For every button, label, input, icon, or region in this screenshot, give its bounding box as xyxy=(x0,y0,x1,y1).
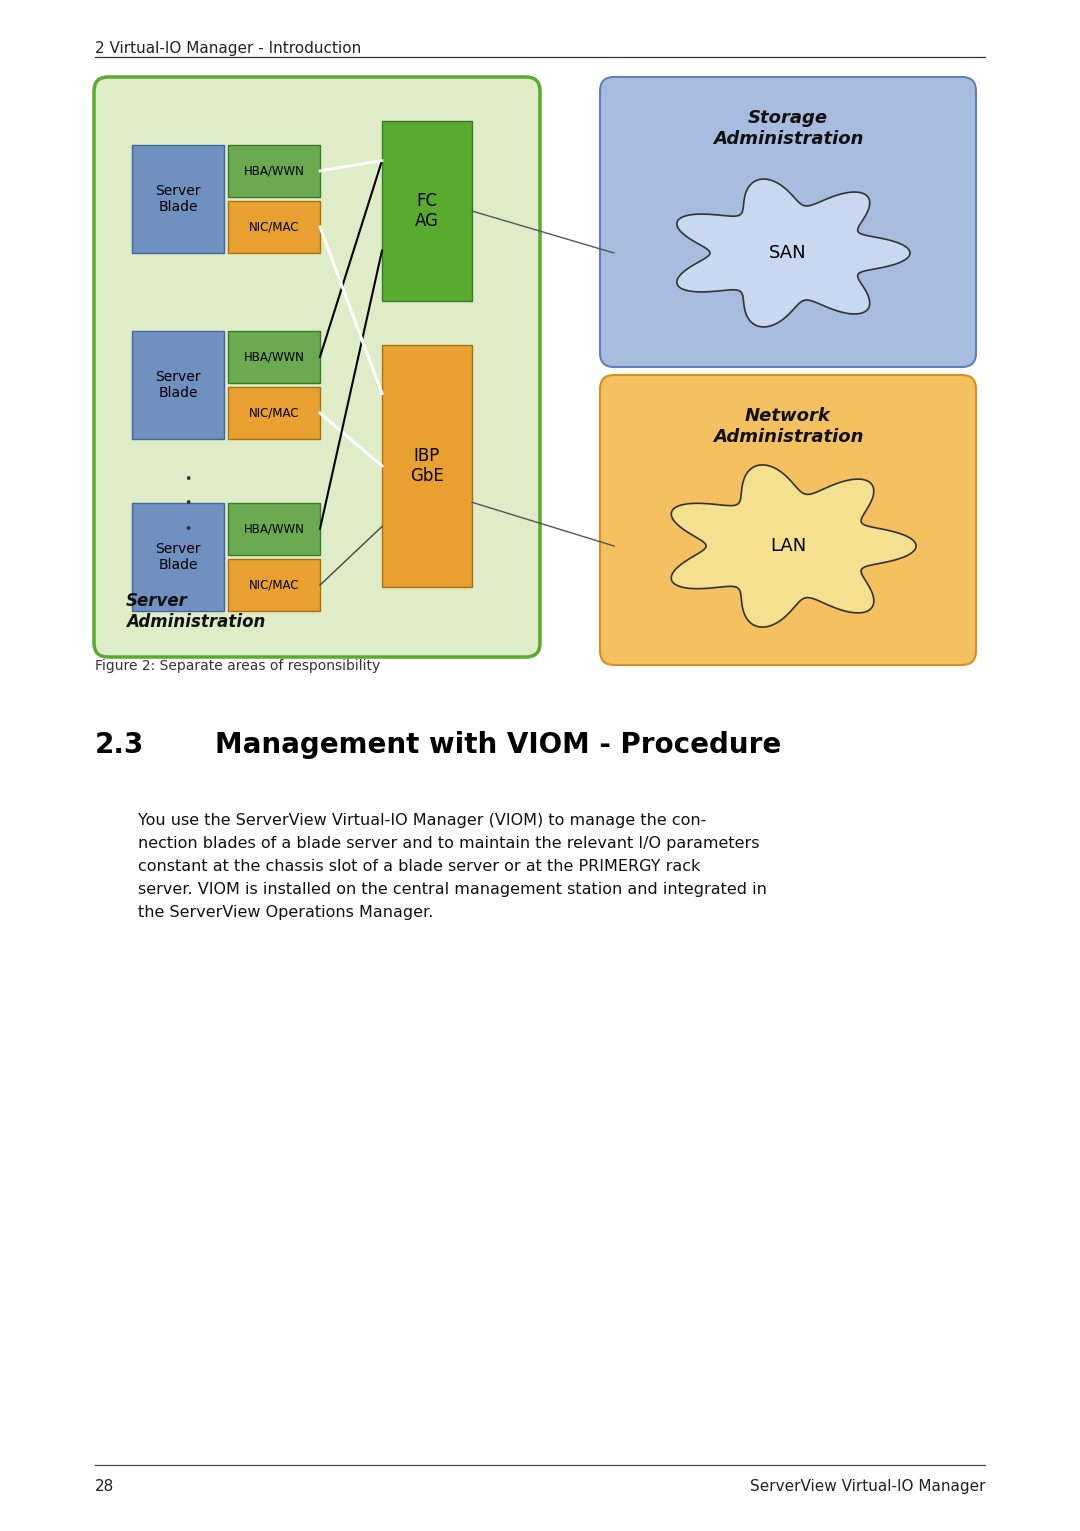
Text: Network
Administration: Network Administration xyxy=(713,407,863,446)
FancyBboxPatch shape xyxy=(228,201,320,253)
Text: HBA/WWN: HBA/WWN xyxy=(244,351,305,363)
FancyBboxPatch shape xyxy=(382,121,472,302)
Text: Server
Blade: Server Blade xyxy=(156,371,201,400)
Text: Server
Blade: Server Blade xyxy=(156,184,201,214)
FancyBboxPatch shape xyxy=(382,344,472,586)
Text: NIC/MAC: NIC/MAC xyxy=(248,220,299,234)
Text: HBA/WWN: HBA/WWN xyxy=(244,164,305,178)
Text: Figure 2: Separate areas of responsibility: Figure 2: Separate areas of responsibili… xyxy=(95,658,380,674)
Text: Storage
Administration: Storage Administration xyxy=(713,109,863,149)
Text: IBP
GbE: IBP GbE xyxy=(410,447,444,485)
Text: NIC/MAC: NIC/MAC xyxy=(248,579,299,591)
Polygon shape xyxy=(672,465,916,628)
Text: SAN: SAN xyxy=(769,243,807,262)
Text: 2.3: 2.3 xyxy=(95,730,145,759)
Text: Server
Administration: Server Administration xyxy=(126,592,266,631)
Text: Management with VIOM - Procedure: Management with VIOM - Procedure xyxy=(215,730,781,759)
FancyBboxPatch shape xyxy=(132,504,224,611)
FancyBboxPatch shape xyxy=(228,331,320,383)
Text: server. VIOM is installed on the central management station and integrated in: server. VIOM is installed on the central… xyxy=(138,882,767,897)
Text: nection blades of a blade server and to maintain the relevant I/O parameters: nection blades of a blade server and to … xyxy=(138,836,759,851)
Text: the ServerView Operations Manager.: the ServerView Operations Manager. xyxy=(138,905,433,920)
Text: 2 Virtual-IO Manager - Introduction: 2 Virtual-IO Manager - Introduction xyxy=(95,41,361,57)
FancyBboxPatch shape xyxy=(228,387,320,439)
FancyBboxPatch shape xyxy=(228,559,320,611)
FancyBboxPatch shape xyxy=(600,375,976,664)
FancyBboxPatch shape xyxy=(228,145,320,197)
FancyBboxPatch shape xyxy=(132,145,224,253)
Text: NIC/MAC: NIC/MAC xyxy=(248,407,299,419)
Text: FC
AG: FC AG xyxy=(415,191,438,230)
Text: LAN: LAN xyxy=(770,537,806,556)
FancyBboxPatch shape xyxy=(132,331,224,439)
FancyBboxPatch shape xyxy=(600,77,976,367)
Text: 28: 28 xyxy=(95,1479,114,1494)
Text: constant at the chassis slot of a blade server or at the PRIMERGY rack: constant at the chassis slot of a blade … xyxy=(138,859,700,874)
Text: •
•
•: • • • xyxy=(185,473,191,536)
Text: HBA/WWN: HBA/WWN xyxy=(244,522,305,536)
Text: ServerView Virtual-IO Manager: ServerView Virtual-IO Manager xyxy=(750,1479,985,1494)
FancyBboxPatch shape xyxy=(228,504,320,554)
Text: Server
Blade: Server Blade xyxy=(156,542,201,573)
FancyBboxPatch shape xyxy=(94,77,540,657)
Text: You use the ServerView Virtual-IO Manager (VIOM) to manage the con-: You use the ServerView Virtual-IO Manage… xyxy=(138,813,706,828)
Polygon shape xyxy=(677,179,910,328)
